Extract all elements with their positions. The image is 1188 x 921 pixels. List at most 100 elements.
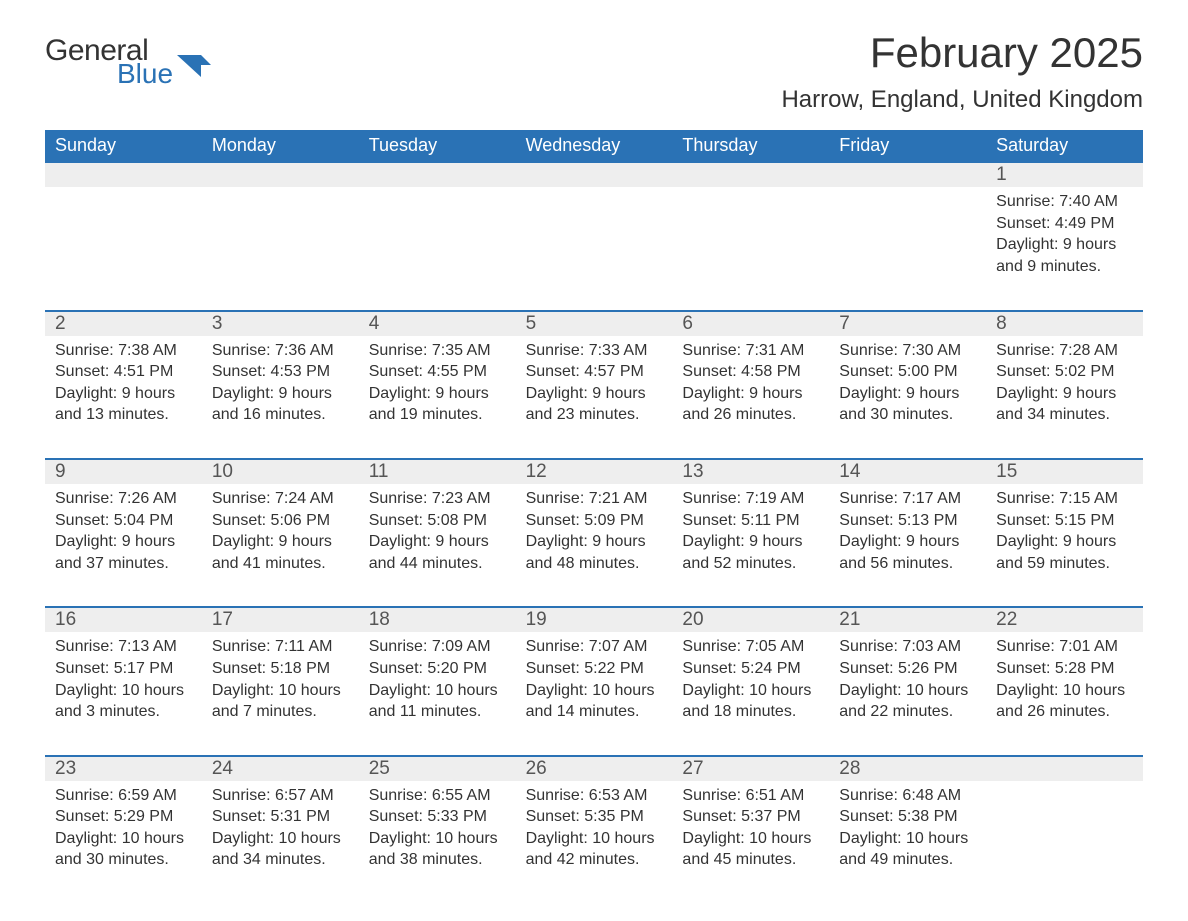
day-number bbox=[672, 163, 829, 187]
day-number bbox=[45, 163, 202, 187]
day-details: Sunrise: 6:57 AMSunset: 5:31 PMDaylight:… bbox=[212, 781, 349, 871]
day-details: Sunrise: 7:28 AMSunset: 5:02 PMDaylight:… bbox=[996, 336, 1133, 426]
day-cell: Sunrise: 6:57 AMSunset: 5:31 PMDaylight:… bbox=[202, 781, 359, 891]
day-details: Sunrise: 7:26 AMSunset: 5:04 PMDaylight:… bbox=[55, 484, 192, 574]
day-details: Sunrise: 7:11 AMSunset: 5:18 PMDaylight:… bbox=[212, 632, 349, 722]
day-cell bbox=[672, 187, 829, 297]
day-cell: Sunrise: 7:09 AMSunset: 5:20 PMDaylight:… bbox=[359, 632, 516, 742]
day-cell: Sunrise: 6:48 AMSunset: 5:38 PMDaylight:… bbox=[829, 781, 986, 891]
day-details: Sunrise: 7:19 AMSunset: 5:11 PMDaylight:… bbox=[682, 484, 819, 574]
day-number: 21 bbox=[829, 608, 986, 632]
day-cell: Sunrise: 7:03 AMSunset: 5:26 PMDaylight:… bbox=[829, 632, 986, 742]
day-details: Sunrise: 7:40 AMSunset: 4:49 PMDaylight:… bbox=[996, 187, 1133, 277]
day-details: Sunrise: 7:01 AMSunset: 5:28 PMDaylight:… bbox=[996, 632, 1133, 722]
day-details: Sunrise: 7:17 AMSunset: 5:13 PMDaylight:… bbox=[839, 484, 976, 574]
day-cell: Sunrise: 7:19 AMSunset: 5:11 PMDaylight:… bbox=[672, 484, 829, 594]
day-number: 1 bbox=[986, 163, 1143, 187]
day-cell bbox=[986, 781, 1143, 891]
day-cell: Sunrise: 7:21 AMSunset: 5:09 PMDaylight:… bbox=[516, 484, 673, 594]
day-number: 11 bbox=[359, 460, 516, 484]
day-number: 10 bbox=[202, 460, 359, 484]
logo-text: General Blue bbox=[45, 36, 173, 88]
logo: General Blue bbox=[45, 30, 211, 88]
day-number: 27 bbox=[672, 757, 829, 781]
day-cell bbox=[202, 187, 359, 297]
day-details: Sunrise: 7:21 AMSunset: 5:09 PMDaylight:… bbox=[526, 484, 663, 574]
day-number: 2 bbox=[45, 312, 202, 336]
day-number: 17 bbox=[202, 608, 359, 632]
day-number: 8 bbox=[986, 312, 1143, 336]
day-cell: Sunrise: 7:28 AMSunset: 5:02 PMDaylight:… bbox=[986, 336, 1143, 446]
day-number: 15 bbox=[986, 460, 1143, 484]
day-number bbox=[986, 757, 1143, 781]
day-number: 5 bbox=[516, 312, 673, 336]
day-cell: Sunrise: 7:07 AMSunset: 5:22 PMDaylight:… bbox=[516, 632, 673, 742]
day-cell: Sunrise: 7:35 AMSunset: 4:55 PMDaylight:… bbox=[359, 336, 516, 446]
weekday-header: Thursday bbox=[672, 130, 829, 161]
day-cell: Sunrise: 7:01 AMSunset: 5:28 PMDaylight:… bbox=[986, 632, 1143, 742]
week-number-row: 16171819202122 bbox=[45, 606, 1143, 632]
day-cell: Sunrise: 7:31 AMSunset: 4:58 PMDaylight:… bbox=[672, 336, 829, 446]
week-number-row: 9101112131415 bbox=[45, 458, 1143, 484]
calendar-grid: SundayMondayTuesdayWednesdayThursdayFrid… bbox=[45, 130, 1143, 891]
day-details: Sunrise: 7:23 AMSunset: 5:08 PMDaylight:… bbox=[369, 484, 506, 574]
day-cell: Sunrise: 7:33 AMSunset: 4:57 PMDaylight:… bbox=[516, 336, 673, 446]
day-cell: Sunrise: 7:40 AMSunset: 4:49 PMDaylight:… bbox=[986, 187, 1143, 297]
title-group: February 2025 Harrow, England, United Ki… bbox=[781, 30, 1143, 124]
day-cell: Sunrise: 7:05 AMSunset: 5:24 PMDaylight:… bbox=[672, 632, 829, 742]
day-cell: Sunrise: 6:51 AMSunset: 5:37 PMDaylight:… bbox=[672, 781, 829, 891]
day-cell: Sunrise: 7:17 AMSunset: 5:13 PMDaylight:… bbox=[829, 484, 986, 594]
day-number: 13 bbox=[672, 460, 829, 484]
day-number bbox=[516, 163, 673, 187]
day-cell: Sunrise: 7:15 AMSunset: 5:15 PMDaylight:… bbox=[986, 484, 1143, 594]
day-cell: Sunrise: 7:11 AMSunset: 5:18 PMDaylight:… bbox=[202, 632, 359, 742]
day-number: 3 bbox=[202, 312, 359, 336]
day-cell: Sunrise: 6:59 AMSunset: 5:29 PMDaylight:… bbox=[45, 781, 202, 891]
day-number bbox=[359, 163, 516, 187]
day-details: Sunrise: 7:36 AMSunset: 4:53 PMDaylight:… bbox=[212, 336, 349, 426]
day-details: Sunrise: 7:31 AMSunset: 4:58 PMDaylight:… bbox=[682, 336, 819, 426]
weekday-header: Saturday bbox=[986, 130, 1143, 161]
day-details: Sunrise: 7:24 AMSunset: 5:06 PMDaylight:… bbox=[212, 484, 349, 574]
day-details: Sunrise: 7:38 AMSunset: 4:51 PMDaylight:… bbox=[55, 336, 192, 426]
day-cell: Sunrise: 7:30 AMSunset: 5:00 PMDaylight:… bbox=[829, 336, 986, 446]
day-details: Sunrise: 7:03 AMSunset: 5:26 PMDaylight:… bbox=[839, 632, 976, 722]
day-number: 26 bbox=[516, 757, 673, 781]
day-number: 4 bbox=[359, 312, 516, 336]
day-cell: Sunrise: 7:36 AMSunset: 4:53 PMDaylight:… bbox=[202, 336, 359, 446]
day-details: Sunrise: 7:13 AMSunset: 5:17 PMDaylight:… bbox=[55, 632, 192, 722]
day-cell bbox=[516, 187, 673, 297]
day-cell bbox=[829, 187, 986, 297]
day-details: Sunrise: 7:35 AMSunset: 4:55 PMDaylight:… bbox=[369, 336, 506, 426]
location: Harrow, England, United Kingdom bbox=[781, 86, 1143, 114]
week-number-row: 2345678 bbox=[45, 310, 1143, 336]
weekday-header: Monday bbox=[202, 130, 359, 161]
day-number: 22 bbox=[986, 608, 1143, 632]
weekday-header: Sunday bbox=[45, 130, 202, 161]
day-cell bbox=[359, 187, 516, 297]
week-number-row: 1 bbox=[45, 161, 1143, 187]
day-number: 12 bbox=[516, 460, 673, 484]
day-number: 28 bbox=[829, 757, 986, 781]
day-cell: Sunrise: 7:38 AMSunset: 4:51 PMDaylight:… bbox=[45, 336, 202, 446]
day-cell: Sunrise: 7:26 AMSunset: 5:04 PMDaylight:… bbox=[45, 484, 202, 594]
day-cell bbox=[45, 187, 202, 297]
day-number: 6 bbox=[672, 312, 829, 336]
day-number: 7 bbox=[829, 312, 986, 336]
day-number: 9 bbox=[45, 460, 202, 484]
day-details: Sunrise: 7:33 AMSunset: 4:57 PMDaylight:… bbox=[526, 336, 663, 426]
day-details: Sunrise: 7:09 AMSunset: 5:20 PMDaylight:… bbox=[369, 632, 506, 722]
day-number bbox=[829, 163, 986, 187]
weekday-header: Friday bbox=[829, 130, 986, 161]
day-number: 20 bbox=[672, 608, 829, 632]
day-number: 24 bbox=[202, 757, 359, 781]
day-details: Sunrise: 6:55 AMSunset: 5:33 PMDaylight:… bbox=[369, 781, 506, 871]
day-details: Sunrise: 7:15 AMSunset: 5:15 PMDaylight:… bbox=[996, 484, 1133, 574]
day-number: 25 bbox=[359, 757, 516, 781]
logo-word-blue: Blue bbox=[117, 60, 173, 88]
day-details: Sunrise: 6:53 AMSunset: 5:35 PMDaylight:… bbox=[526, 781, 663, 871]
day-number: 18 bbox=[359, 608, 516, 632]
day-cell: Sunrise: 7:23 AMSunset: 5:08 PMDaylight:… bbox=[359, 484, 516, 594]
day-details: Sunrise: 6:59 AMSunset: 5:29 PMDaylight:… bbox=[55, 781, 192, 871]
day-details: Sunrise: 7:05 AMSunset: 5:24 PMDaylight:… bbox=[682, 632, 819, 722]
